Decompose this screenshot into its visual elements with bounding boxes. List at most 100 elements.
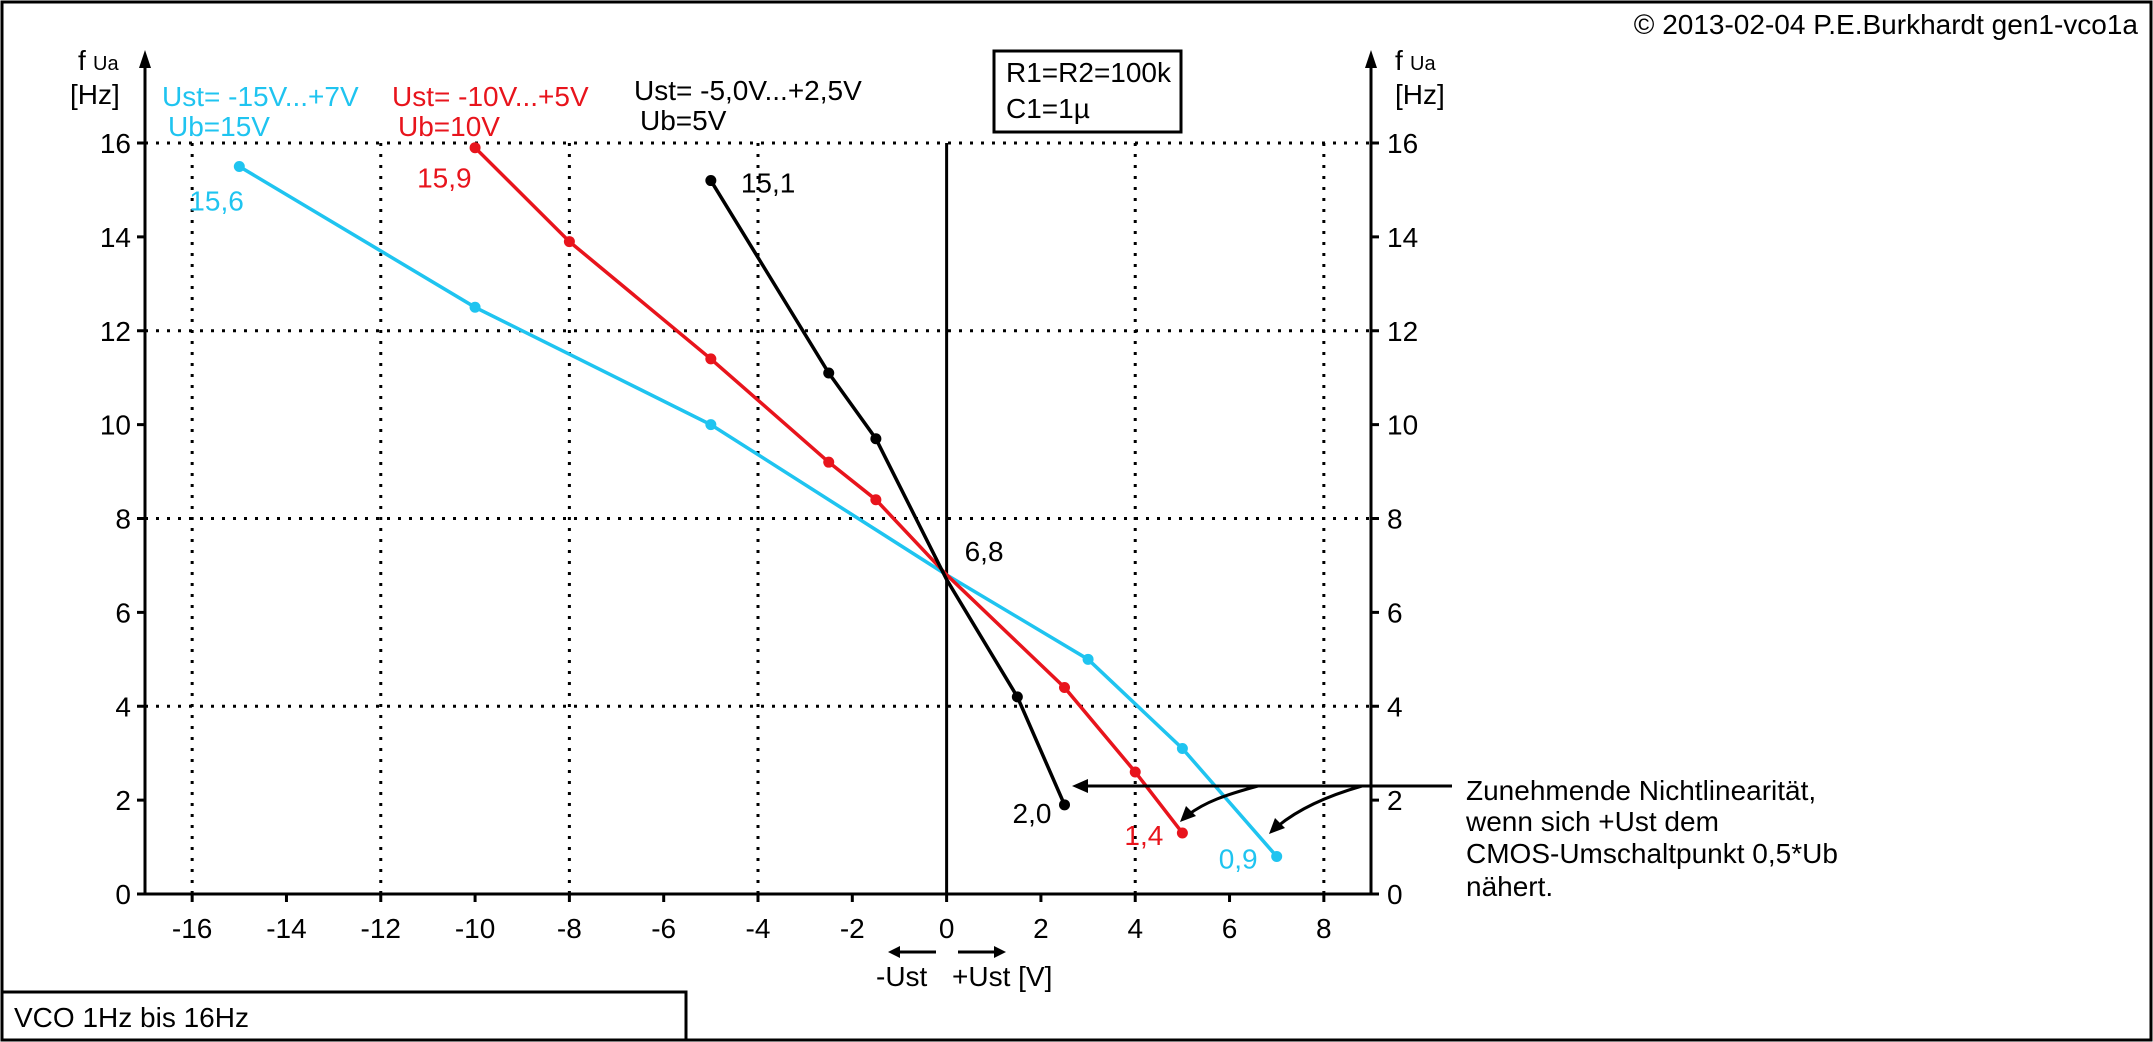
data-point-cyan [1082, 653, 1094, 665]
y-left-unit: [Hz] [70, 79, 120, 110]
y-tick-label-left: 0 [115, 879, 131, 910]
x-tick-label: 2 [1033, 913, 1049, 944]
arrow-to-red-curve [1187, 784, 1259, 817]
y-right-sub: Ua [1410, 53, 1436, 75]
y-tick-label-right: 12 [1387, 316, 1418, 347]
intersection-label: 6,8 [965, 536, 1004, 567]
annotation-line-2: wenn sich +Ust dem [1465, 806, 1719, 837]
y-tick-label-right: 14 [1387, 222, 1418, 253]
nonlinearity-annotation: Zunehmende Nichtlinearität, wenn sich +U… [1072, 775, 1838, 902]
y-axis-right-label: f Ua [Hz] [1395, 45, 1445, 110]
legend-supply-red: Ub=10V [398, 111, 500, 142]
footer-box [0, 990, 688, 1042]
data-point-cyan [1271, 850, 1283, 862]
circuit-params-box [992, 49, 1183, 134]
data-point-red [1176, 827, 1188, 839]
series-line-black [709, 179, 1067, 806]
x-tick-label: -8 [557, 913, 582, 944]
data-point-red [823, 456, 835, 468]
y-tick-label-left: 8 [115, 504, 131, 535]
data-point-cyan [233, 160, 245, 172]
legend-supply-black: Ub=5V [640, 105, 727, 136]
arrow-head-red [1180, 806, 1196, 822]
annotation-line-4: nähert. [1466, 871, 1553, 902]
x-tick-label: -2 [840, 913, 865, 944]
y-tick-label-left: 4 [115, 691, 131, 722]
y-tick-label-right: 6 [1387, 597, 1403, 628]
x-tick-label: -6 [651, 913, 676, 944]
x-label-neg: -Ust [876, 961, 928, 992]
y-axis-left-arrow [139, 50, 151, 68]
x-tick-label: -14 [266, 913, 306, 944]
y-left-sub: Ua [93, 53, 119, 75]
y-tick-label-left: 14 [100, 222, 131, 253]
legend-range-black: Ust= -5,0V...+2,5V [634, 75, 862, 106]
legend-supply-cyan: Ub=15V [168, 111, 270, 142]
data-label-cyan: 15,6 [189, 185, 244, 216]
annotation-line-1: Zunehmende Nichtlinearität, [1466, 775, 1816, 806]
annotation-line-3: CMOS-Umschaltpunkt 0,5*Ub [1466, 838, 1838, 869]
footer-title: VCO 1Hz bis 16Hz [14, 1002, 249, 1033]
data-label-black: 15,1 [741, 168, 796, 199]
y-right-unit: [Hz] [1395, 79, 1445, 110]
data-point-black [823, 367, 835, 379]
data-point-black [1011, 691, 1023, 703]
y-left-f: f [78, 45, 86, 76]
data-point-red [870, 494, 882, 506]
y-tick-label-left: 16 [100, 128, 131, 159]
x-tick-label: 8 [1316, 913, 1332, 944]
neg-arrow-head [888, 946, 900, 958]
legend-range-red: Ust= -10V...+5V [392, 81, 589, 112]
data-point-red [563, 236, 575, 248]
arrow-to-cyan-curve [1277, 784, 1363, 828]
data-point-red [1129, 766, 1141, 778]
arrow-head-cyan [1269, 818, 1285, 834]
data-point-red [1059, 681, 1070, 693]
y-tick-label-right: 2 [1387, 785, 1403, 816]
legend-range-cyan: Ust= -15V...+7V [162, 81, 359, 112]
series-line-red [473, 146, 1184, 835]
x-tick-label: 0 [939, 913, 955, 944]
circuit-param-capacitor: C1=1µ [1006, 93, 1090, 124]
y-tick-label-right: 8 [1387, 504, 1403, 535]
x-label-pos: +Ust [V] [952, 961, 1052, 992]
x-tick-label: -12 [361, 913, 401, 944]
data-label-black: 2,0 [1013, 798, 1052, 829]
x-axis-direction: -Ust +Ust [V] [876, 946, 1052, 992]
data-point-black [1059, 799, 1070, 811]
y-tick-label-left: 12 [100, 316, 131, 347]
y-tick-label-left: 2 [115, 785, 131, 816]
y-axis-left-label: f Ua [Hz] [70, 45, 120, 110]
copyright-text: © 2013-02-04 P.E.Burkhardt gen1-vco1a [1634, 9, 2139, 40]
data-point-cyan [469, 301, 481, 313]
y-tick-label-right: 0 [1387, 879, 1403, 910]
grid-lines [145, 141, 1371, 894]
tick-labels: -16 -14 -12 -10 -8 -6 -4 -2 0 2 4 6 8 0 0 2 2 4 4 6 6 8 8 10 10 1… [100, 128, 1418, 944]
y-tick-label-right: 4 [1387, 691, 1403, 722]
y-tick-label-left: 10 [100, 410, 131, 441]
y-tick-label-right: 16 [1387, 128, 1418, 159]
y-axis-right-arrow [1365, 50, 1377, 68]
y-right-f: f [1395, 45, 1403, 76]
y-tick-label-left: 6 [115, 597, 131, 628]
y-tick-label-right: 10 [1387, 410, 1418, 441]
data-label-red: 15,9 [417, 163, 472, 194]
data-point-red [469, 142, 481, 154]
data-point-cyan [1176, 742, 1188, 754]
data-label-red: 1,4 [1124, 820, 1163, 851]
x-tick-label: 6 [1222, 913, 1238, 944]
arrow-to-black-curve [1072, 779, 1088, 793]
data-point-black [705, 175, 717, 187]
data-label-cyan: 0,9 [1219, 843, 1258, 874]
x-tick-label: -16 [172, 913, 212, 944]
pos-arrow-head [994, 946, 1006, 958]
data-point-red [705, 353, 717, 365]
x-tick-label: 4 [1127, 913, 1143, 944]
x-tick-label: -4 [746, 913, 771, 944]
x-tick-label: -10 [455, 913, 495, 944]
